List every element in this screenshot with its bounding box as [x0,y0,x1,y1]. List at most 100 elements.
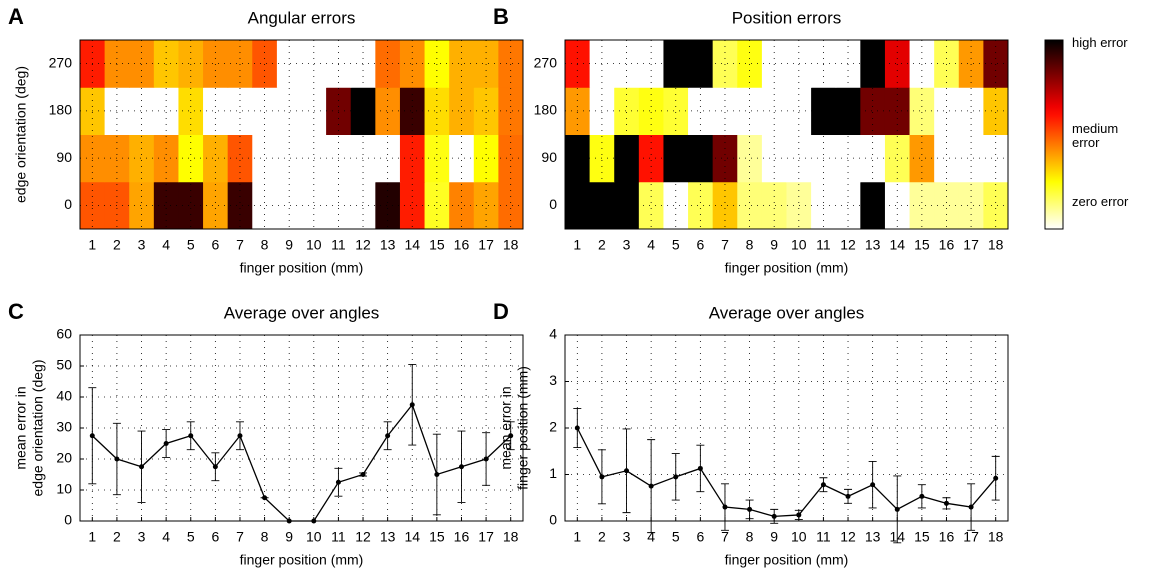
y-tick-label: 4 [549,326,557,342]
heat-cell [884,181,911,230]
heat-cell [835,87,861,135]
data-point [845,493,851,499]
data-point [139,464,145,470]
heat-cell [860,40,886,88]
x-tick-label: 1 [88,237,96,253]
heat-cell [375,87,401,135]
colorbar-label: zero error [1072,194,1129,209]
x-tick-label: 15 [429,529,445,545]
y-tick-label: 1 [549,465,557,481]
data-point [114,456,120,462]
heat-cell [498,134,524,183]
x-tick-label: 13 [380,529,396,545]
panel-letter: B [493,4,509,29]
heat-cell [884,40,911,88]
y-axis-label: mean error in [498,386,514,469]
colorbar-label: high error [1072,35,1128,50]
heat-cell [153,134,179,183]
x-tick-label: 7 [721,529,729,545]
y-axis-label: edge orientation (deg) [30,360,46,497]
heat-cell [638,181,664,230]
y-tick-label: 40 [56,388,72,404]
heat-cell [276,40,302,88]
x-tick-label: 1 [88,529,96,545]
heat-cell [129,40,155,88]
x-tick-label: 2 [113,237,121,253]
x-tick-label: 1 [573,237,581,253]
x-tick-label: 13 [865,237,881,253]
y-tick-label: 180 [49,102,73,118]
heat-cell [761,87,787,135]
y-axis-label: finger position (mm) [515,366,531,490]
heat-cell [712,134,738,183]
y-tick-label: 90 [56,149,72,165]
x-axis-label: finger position (mm) [725,552,849,568]
x-tick-label: 6 [211,529,219,545]
y-tick-label: 180 [534,102,558,118]
x-tick-label: 9 [285,529,293,545]
heat-cell [712,40,738,88]
colorbar [1044,39,1064,230]
x-tick-label: 11 [816,237,831,253]
data-point [624,468,630,474]
data-line [576,427,997,518]
heat-cell [835,134,861,183]
x-axis-label: finger position (mm) [725,260,849,276]
data-point [673,474,679,480]
x-tick-label: 12 [840,237,856,253]
data-point [212,464,218,470]
data-point [796,512,802,518]
heat-cell [860,181,886,230]
heat-cell [153,40,179,88]
x-tick-label: 7 [236,529,244,545]
chart-title: Average over angles [709,303,865,322]
heat-cell [498,181,524,230]
heat-cell [614,87,640,135]
x-tick-label: 18 [503,237,519,253]
heat-cell [835,40,861,88]
x-tick-label: 12 [355,529,371,545]
heat-cell [104,87,130,135]
x-tick-label: 11 [816,529,831,545]
x-tick-label: 15 [914,529,930,545]
y-tick-label: 10 [56,481,72,497]
heat-cell [614,134,640,183]
heat-cell [399,134,426,183]
heat-cell [983,87,1009,135]
heat-cell [252,40,278,88]
heat-cell [399,40,426,88]
heat-cell [227,181,253,230]
x-tick-label: 10 [791,529,807,545]
panel-letter: D [493,299,509,324]
data-point [697,465,703,471]
heat-cell [129,87,155,135]
y-tick-label: 20 [56,450,72,466]
data-point [458,464,464,470]
x-tick-label: 5 [187,529,195,545]
heat-cell [983,181,1009,230]
heat-cell [614,181,640,230]
x-tick-label: 5 [672,237,680,253]
x-tick-label: 17 [963,529,979,545]
x-tick-label: 11 [331,529,346,545]
data-point [648,483,654,489]
plot-frame [79,39,524,230]
heat-cell [638,134,664,183]
data-point [262,495,268,501]
heat-cell [958,181,984,230]
data-point [599,474,605,480]
x-tick-label: 4 [647,529,655,545]
data-point [968,504,974,510]
heat-cell [860,87,886,135]
plot-frame [564,39,1009,230]
heat-cell [498,87,524,135]
heat-cell [276,134,302,183]
heat-cell [589,134,615,183]
heat-cell [835,181,861,230]
x-tick-label: 10 [791,237,807,253]
x-tick-label: 2 [598,529,606,545]
chart-title: Position errors [732,8,842,27]
x-tick-label: 3 [138,237,146,253]
x-tick-label: 18 [988,237,1004,253]
